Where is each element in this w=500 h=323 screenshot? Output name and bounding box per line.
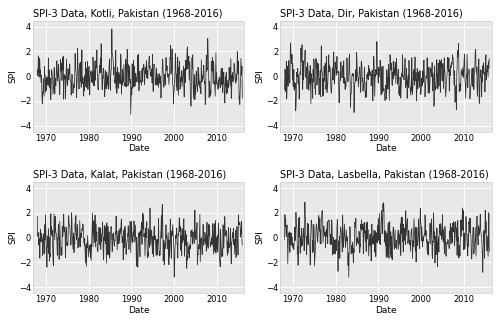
Y-axis label: SPI: SPI xyxy=(256,231,264,245)
Y-axis label: SPI: SPI xyxy=(256,69,264,83)
X-axis label: Date: Date xyxy=(128,306,150,315)
Text: SPI-3 Data, Dir, Pakistan (1968-2016): SPI-3 Data, Dir, Pakistan (1968-2016) xyxy=(280,8,463,18)
Text: SPI-3 Data, Kotli, Pakistan (1968-2016): SPI-3 Data, Kotli, Pakistan (1968-2016) xyxy=(33,8,222,18)
Text: SPI-3 Data, Lasbella, Pakistan (1968-2016): SPI-3 Data, Lasbella, Pakistan (1968-201… xyxy=(280,170,489,180)
Y-axis label: SPI: SPI xyxy=(8,69,18,83)
X-axis label: Date: Date xyxy=(128,144,150,153)
X-axis label: Date: Date xyxy=(375,306,397,315)
Text: SPI-3 Data, Kalat, Pakistan (1968-2016): SPI-3 Data, Kalat, Pakistan (1968-2016) xyxy=(33,170,226,180)
Y-axis label: SPI: SPI xyxy=(8,231,18,245)
X-axis label: Date: Date xyxy=(375,144,397,153)
